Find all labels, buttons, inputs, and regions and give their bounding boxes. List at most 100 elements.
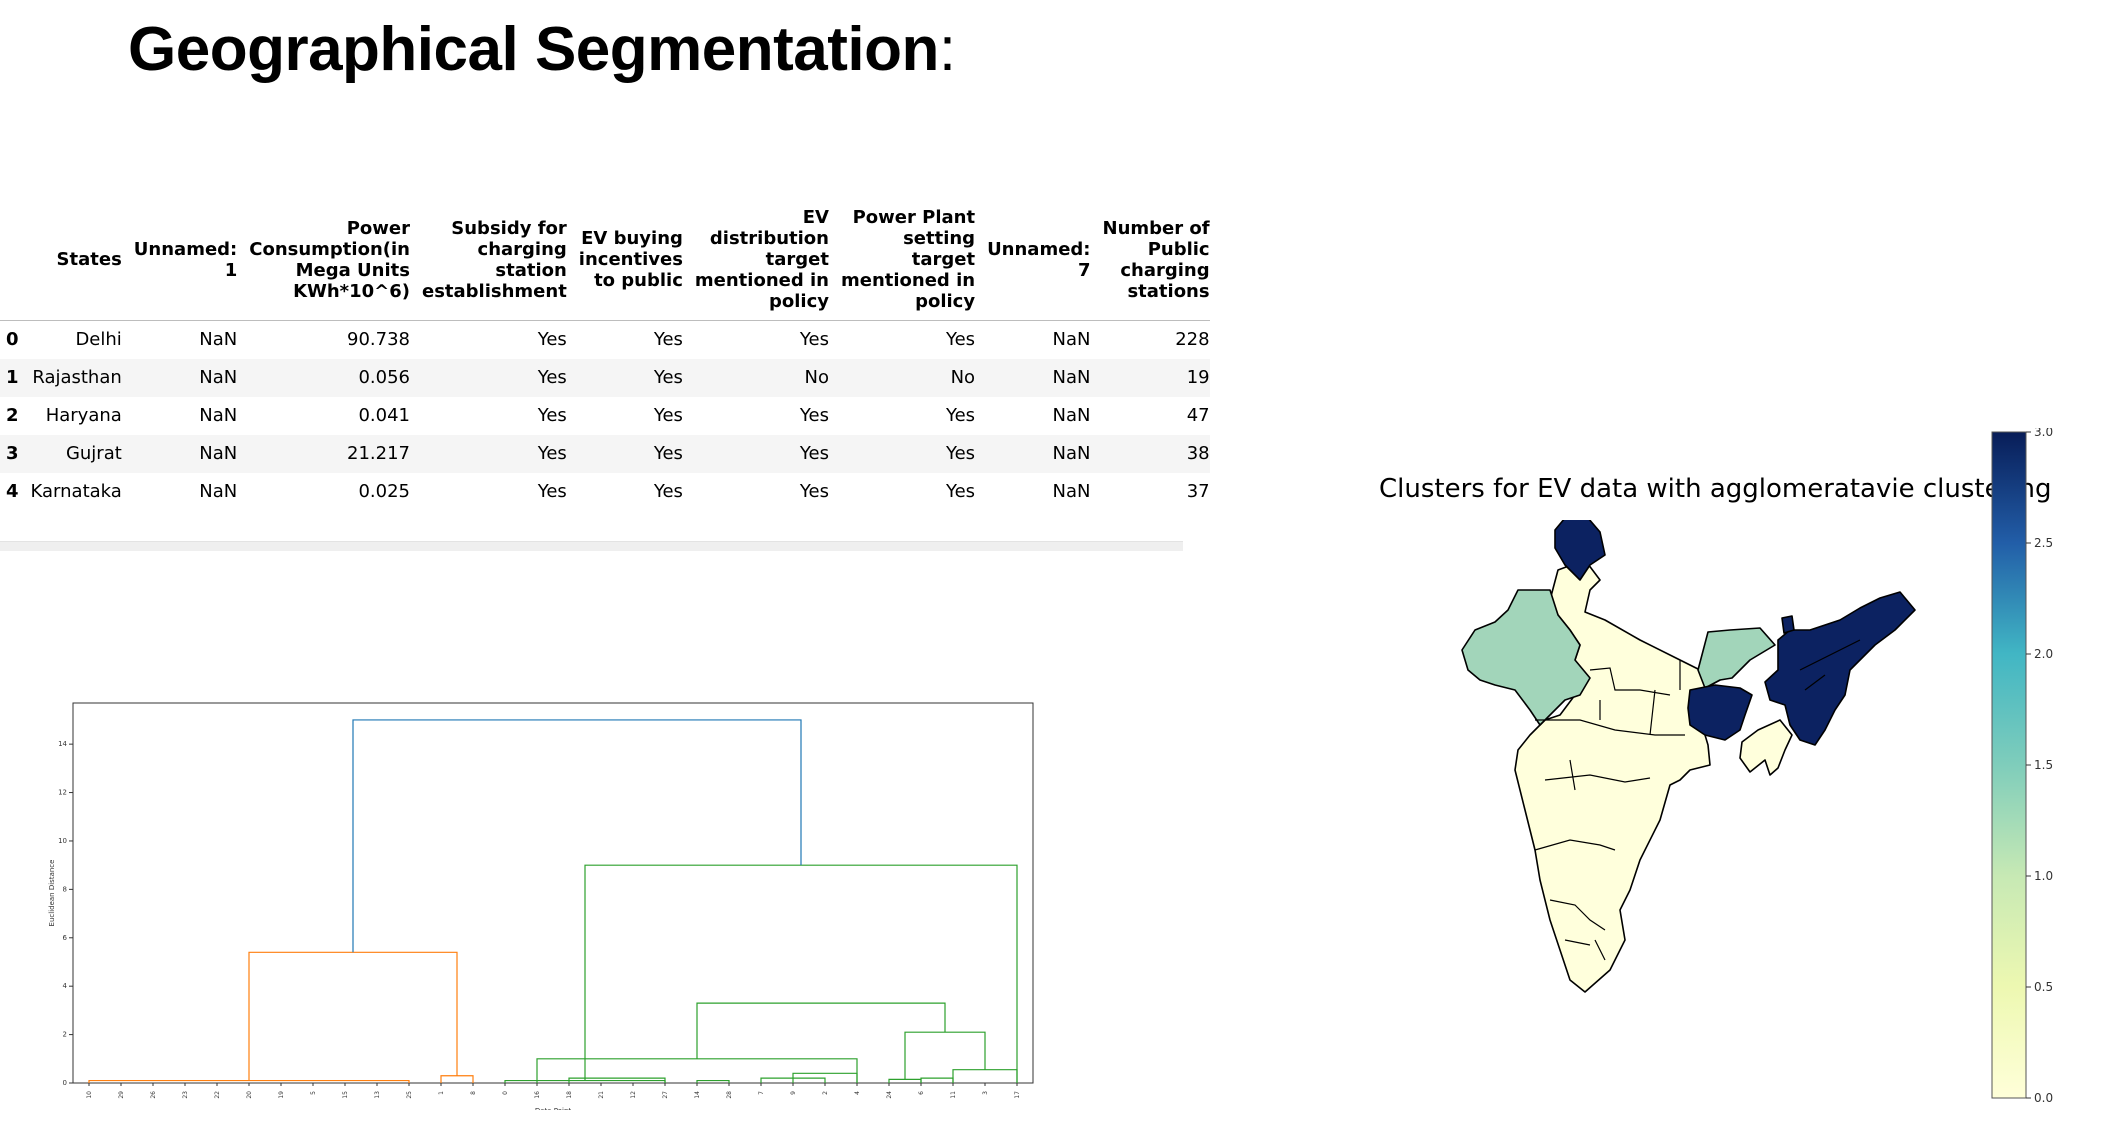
column-header-line: charging [1120, 259, 1210, 281]
colorbar-gradient [1991, 431, 2027, 1099]
table-cell: NaN [1052, 329, 1091, 351]
leaf-label: 10 [86, 1091, 93, 1099]
column-header-line: States [56, 249, 122, 270]
table-cell: Yes [653, 405, 683, 426]
leaf-label: 26 [150, 1091, 157, 1099]
region-cluster-3-east [1687, 684, 1753, 741]
column-header-line: to public [594, 270, 683, 291]
table-row: 2 Haryana NaN 0.041 Yes Yes Yes Yes NaN 47 [0, 397, 1210, 435]
leaf-label: 7 [758, 1091, 765, 1095]
column-header-line: Unnamed: [987, 238, 1091, 260]
column-header: States [19, 203, 122, 321]
leaf-label: 17 [1014, 1091, 1021, 1099]
table-cell: Yes [537, 443, 567, 464]
table-cell: Yes [946, 443, 976, 464]
y-tick-label: 12 [58, 789, 67, 797]
y-tick-label: 2 [63, 1031, 67, 1039]
column-header-line: Public [1147, 238, 1210, 260]
table-cell: 90.738 [347, 329, 410, 351]
row-index: 0 [6, 329, 19, 351]
region-cluster-1-east [1697, 627, 1776, 689]
cluster-map-title: Clusters for EV data with agglomeratavie… [1379, 474, 2052, 504]
leaf-label: 5 [310, 1091, 317, 1095]
column-header-line: Power [346, 217, 410, 239]
leaf-label: 8 [470, 1091, 477, 1095]
region-cluster-3-sikkim [1781, 615, 1795, 634]
table-cell: NaN [199, 443, 238, 464]
table-cell: Karnataka [30, 481, 122, 502]
leaf-label: 3 [982, 1091, 989, 1095]
dendrogram-link [696, 1079, 730, 1083]
dendrogram-link [248, 951, 458, 1081]
table-cell: 0.041 [358, 405, 410, 426]
colorbar-tick-label: 0.0 [2034, 1091, 2053, 1105]
horizontal-scrollbar[interactable] [0, 541, 1183, 551]
dendrogram-link [440, 1075, 474, 1083]
table-cell: 0.056 [358, 367, 410, 388]
column-header: EV distribution target mentioned in policy [683, 203, 829, 321]
column-header-line: mentioned in [840, 270, 976, 291]
leaf-label: 15 [342, 1091, 349, 1099]
dendrogram-link [952, 1069, 1018, 1083]
table-cell: Yes [799, 405, 829, 426]
y-tick-label: 4 [63, 982, 68, 990]
dendrogram-link [888, 1078, 922, 1083]
colorbar-tick-label: 2.5 [2034, 536, 2053, 550]
table-cell: Yes [946, 405, 976, 426]
column-header-line: Number of [1102, 217, 1210, 239]
row-index: 3 [6, 443, 19, 464]
table-cell: Yes [537, 367, 567, 388]
ev-policy-table: States Unnamed: 1 Power Consumption(in Mega U… [0, 203, 1210, 511]
leaf-label: 13 [374, 1091, 381, 1099]
dendrogram-link [904, 1031, 986, 1080]
table-cell: Gujrat [65, 443, 122, 464]
header-index-blank [0, 203, 19, 321]
table-cell: Yes [799, 443, 829, 464]
leaf-label: 25 [406, 1091, 413, 1099]
dendrogram-link [696, 1002, 946, 1059]
dendrogram-link [352, 719, 802, 953]
leaf-label: 4 [854, 1091, 861, 1095]
column-header-line: KWh*10^6) [293, 280, 410, 302]
leaf-label: 6 [918, 1091, 925, 1095]
table-cell: NaN [1052, 405, 1091, 426]
leaf-label: 16 [534, 1091, 541, 1099]
dataframe-output: States Unnamed: 1 Power Consumption(in Mega U… [0, 203, 1210, 511]
row-index: 1 [6, 367, 19, 388]
column-header: Subsidy for charging station establishment [410, 203, 567, 321]
leaf-label: 9 [790, 1091, 797, 1095]
table-cell: Yes [537, 329, 567, 351]
y-tick-label: 14 [58, 740, 67, 748]
region-cluster-0-northeast-lower [1739, 719, 1793, 776]
table-cell: NaN [199, 367, 238, 388]
region-cluster-1-west [1461, 589, 1591, 726]
column-header-line: distribution [709, 228, 829, 249]
table-cell: Rajasthan [32, 367, 122, 388]
column-header-line: Unnamed: [133, 238, 238, 260]
column-header-line: mentioned in [694, 270, 829, 291]
table-cell: Yes [653, 367, 683, 388]
leaf-label: 20 [246, 1091, 253, 1099]
table-cell: Delhi [75, 329, 122, 351]
table-cell: Yes [946, 329, 976, 351]
table-header-row: States Unnamed: 1 Power Consumption(in Mega U… [0, 203, 1210, 321]
column-header-line: EV [802, 207, 829, 228]
y-tick-label: 0 [63, 1079, 67, 1087]
india-cluster-map [1461, 520, 1916, 993]
column-header-line: charging [477, 238, 567, 260]
table-body: 0 Delhi NaN 90.738 Yes Yes Yes Yes NaN 228 1 Rajast… [0, 321, 1210, 511]
table-cell: Yes [653, 329, 683, 351]
slide-title-text: Geographical Segmentation [128, 15, 939, 84]
column-header-line: Subsidy for [451, 217, 567, 239]
column-header-line: 7 [1077, 259, 1091, 281]
column-header-line: Power Plant [852, 207, 976, 228]
table-cell: Yes [653, 443, 683, 464]
leaf-label: 0 [502, 1091, 509, 1095]
colorbar-tick-label: 3.0 [2034, 428, 2053, 439]
leaf-label: 21 [598, 1091, 605, 1099]
column-header-line: station [495, 259, 567, 281]
table-row: 3 Gujrat NaN 21.217 Yes Yes Yes Yes NaN 38 [0, 434, 1210, 473]
row-index: 4 [6, 481, 19, 502]
table-cell: Yes [946, 481, 976, 502]
